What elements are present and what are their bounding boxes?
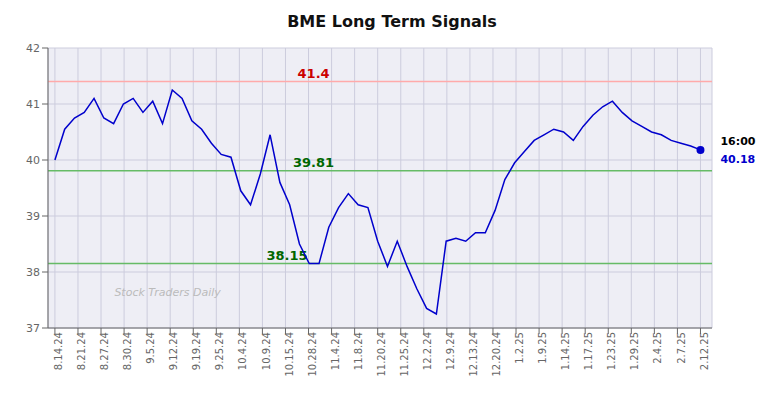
html-text:Stock Traders Daily: Stock Traders Daily bbox=[114, 286, 221, 299]
svg-text:16:00: 16:00 bbox=[720, 135, 755, 148]
svg-text:2.4.25: 2.4.25 bbox=[652, 332, 663, 364]
svg-text:2.7.25: 2.7.25 bbox=[676, 332, 687, 364]
svg-text:9.12.24: 9.12.24 bbox=[168, 332, 179, 370]
svg-text:11.8.24: 11.8.24 bbox=[353, 332, 364, 370]
svg-text:11.4.24: 11.4.24 bbox=[330, 332, 341, 370]
svg-text:11.25.24: 11.25.24 bbox=[399, 332, 410, 377]
svg-text:8.30.24: 8.30.24 bbox=[122, 332, 133, 370]
svg-text:1.23.25: 1.23.25 bbox=[606, 332, 617, 370]
svg-text:10.9.24: 10.9.24 bbox=[261, 332, 272, 370]
svg-text:11.20.24: 11.20.24 bbox=[376, 332, 387, 377]
svg-text:10.15.24: 10.15.24 bbox=[284, 332, 295, 377]
svg-text:39.81: 39.81 bbox=[293, 155, 334, 170]
svg-text:39: 39 bbox=[26, 210, 40, 223]
svg-text:9.5.24: 9.5.24 bbox=[145, 332, 156, 364]
svg-text:8.21.24: 8.21.24 bbox=[76, 332, 87, 370]
svg-text:2.12.25: 2.12.25 bbox=[699, 332, 710, 370]
svg-text:41.4: 41.4 bbox=[298, 66, 330, 81]
svg-text:9.19.24: 9.19.24 bbox=[191, 332, 202, 370]
svg-text:10.4.24: 10.4.24 bbox=[237, 332, 248, 370]
svg-text:8.27.24: 8.27.24 bbox=[99, 332, 110, 370]
svg-text:40.18: 40.18 bbox=[720, 153, 755, 166]
svg-text:8.14.24: 8.14.24 bbox=[53, 332, 64, 370]
svg-text:1.9.25: 1.9.25 bbox=[537, 332, 548, 364]
svg-text:40: 40 bbox=[26, 154, 40, 167]
svg-text:41: 41 bbox=[26, 98, 40, 111]
svg-text:38: 38 bbox=[26, 266, 40, 279]
svg-text:9.25.24: 9.25.24 bbox=[214, 332, 225, 370]
svg-text:38.15: 38.15 bbox=[266, 248, 307, 263]
svg-text:12.20.24: 12.20.24 bbox=[491, 332, 502, 377]
svg-text:1.2.25: 1.2.25 bbox=[514, 332, 525, 364]
svg-text:1.29.25: 1.29.25 bbox=[629, 332, 640, 370]
svg-text:12.2.24: 12.2.24 bbox=[422, 332, 433, 370]
svg-text:1.17.25: 1.17.25 bbox=[583, 332, 594, 370]
svg-text:1.14.25: 1.14.25 bbox=[560, 332, 571, 370]
svg-text:12.13.24: 12.13.24 bbox=[468, 332, 479, 377]
html-text:BME Long Term Signals: BME Long Term Signals bbox=[287, 12, 497, 31]
svg-text:12.9.24: 12.9.24 bbox=[445, 332, 456, 370]
svg-text:37: 37 bbox=[26, 322, 40, 335]
svg-text:10.28.24: 10.28.24 bbox=[307, 332, 318, 377]
svg-text:42: 42 bbox=[26, 42, 40, 55]
